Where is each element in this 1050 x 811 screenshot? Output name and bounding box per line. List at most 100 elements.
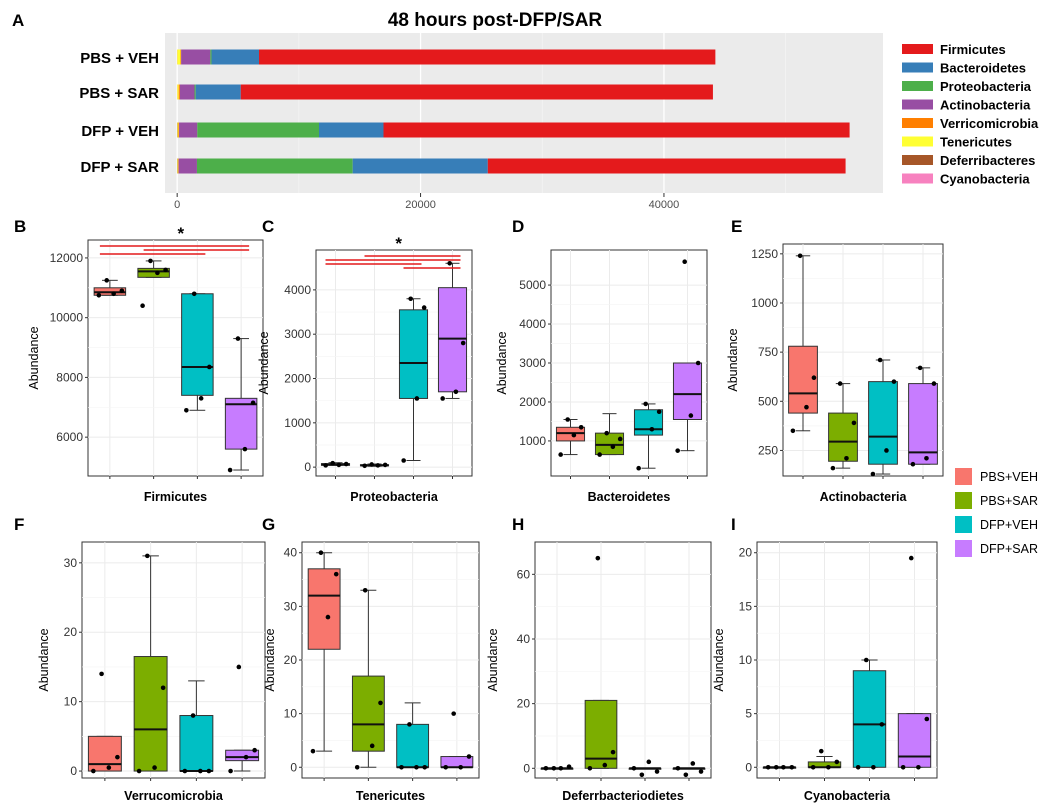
data-point xyxy=(790,428,796,434)
bar-segment-firmicutes xyxy=(487,158,846,174)
data-point xyxy=(571,432,577,438)
data-point xyxy=(578,424,584,430)
data-point xyxy=(879,722,885,727)
panel-letter: C xyxy=(262,217,274,236)
data-point xyxy=(908,555,914,561)
data-point xyxy=(155,270,160,276)
legend-swatch xyxy=(902,81,933,91)
legend-label: Bacteroidetes xyxy=(940,61,1026,76)
data-point xyxy=(323,463,328,468)
data-point xyxy=(136,768,142,774)
box-panels: 600080001000012000*BFirmicutesAbundance0… xyxy=(14,217,944,803)
bar-segment-bacteroidetes xyxy=(352,158,488,174)
bar-segment-bacteroidetes xyxy=(211,49,260,65)
data-point xyxy=(649,426,655,432)
box-panel-h: 0 20 40 60 H Deferrbacteriodietes Abundance xyxy=(486,515,712,803)
panel-letter: G xyxy=(262,515,275,534)
legend-label: Tenericutes xyxy=(940,135,1012,150)
box-panel-i: 0 5 10 15 20I Cyanobacteria Abundance xyxy=(712,515,938,803)
y-tick-label: 0 xyxy=(70,764,77,778)
data-point xyxy=(421,305,427,310)
legend-label: Firmicutes xyxy=(940,42,1006,57)
legend-swatch xyxy=(902,118,933,128)
data-point xyxy=(595,555,601,561)
data-point xyxy=(558,452,563,457)
data-point xyxy=(111,291,116,297)
y-tick-label: 750 xyxy=(758,345,778,359)
data-point xyxy=(228,768,233,774)
plot-area xyxy=(534,541,712,779)
y-tick-label: 5000 xyxy=(519,278,546,292)
box-dfp-sar xyxy=(908,383,938,465)
group-legend-swatch xyxy=(955,516,972,533)
data-point xyxy=(910,461,916,467)
data-point xyxy=(343,461,349,467)
data-point xyxy=(631,766,637,771)
y-axis-label: Abundance xyxy=(263,628,277,691)
bar-segment-verricomicrobia xyxy=(178,122,180,138)
data-point xyxy=(565,417,570,422)
data-point xyxy=(443,764,449,770)
legend-swatch xyxy=(902,44,933,54)
x-tick-label: 40000 xyxy=(649,199,680,211)
y-tick-label: 40 xyxy=(284,546,298,560)
y-tick-label: 4000 xyxy=(519,317,546,331)
bar-segment-actinobacteria xyxy=(179,84,195,100)
x-axis-label: Firmicutes xyxy=(144,490,207,504)
data-point xyxy=(447,260,452,266)
data-point xyxy=(551,766,557,771)
group-legend-label: DFP+VEH xyxy=(980,518,1038,532)
data-point xyxy=(422,764,428,770)
data-point xyxy=(96,292,102,298)
bar-segment-actinobacteria xyxy=(179,122,198,138)
box-dfp-veh xyxy=(852,670,887,768)
box-dfp-sar xyxy=(897,713,932,768)
category-label: DFP + VEH xyxy=(81,123,159,140)
data-point xyxy=(354,764,360,770)
data-point xyxy=(870,471,876,477)
group-legend-swatch xyxy=(955,492,972,509)
data-point xyxy=(414,764,419,770)
data-point xyxy=(160,685,166,691)
bar-segment-proteobacteria xyxy=(194,84,196,100)
data-point xyxy=(191,291,197,297)
data-point xyxy=(378,700,383,706)
data-point xyxy=(362,463,367,469)
bar-segment-actinobacteria xyxy=(181,49,211,65)
y-tick-label: 6000 xyxy=(56,430,83,444)
data-point xyxy=(863,657,869,663)
bar-segment-proteobacteria xyxy=(210,49,212,65)
data-point xyxy=(163,267,168,273)
data-point xyxy=(810,764,816,770)
box-dfp-sar xyxy=(224,397,258,450)
y-tick-label: 40 xyxy=(517,632,531,646)
panel-letter: I xyxy=(731,515,736,534)
data-point xyxy=(834,759,840,765)
group-legend-swatch xyxy=(955,540,972,557)
y-axis-label: Abundance xyxy=(486,628,500,691)
x-axis-label: Cyanobacteria xyxy=(804,789,891,803)
x-axis-label: Deferrbacteriodietes xyxy=(562,789,684,803)
data-point xyxy=(682,259,687,264)
y-axis-label: Abundance xyxy=(712,628,726,691)
y-tick-label: 30 xyxy=(64,556,78,570)
y-tick-label: 12000 xyxy=(50,251,84,265)
data-point xyxy=(924,456,929,461)
x-axis-label: Proteobacteria xyxy=(350,490,439,504)
legend-label: Verricomicrobia xyxy=(940,116,1039,131)
data-point xyxy=(891,379,897,384)
y-tick-label: 20 xyxy=(64,625,78,639)
data-point xyxy=(789,764,795,770)
data-point xyxy=(851,420,857,426)
box-panel-b: 6000 8000 10000 12000 * B Firmicutes Abundance xyxy=(14,217,264,504)
data-point xyxy=(243,754,249,760)
data-point xyxy=(781,764,786,770)
data-point xyxy=(818,748,824,754)
y-tick-label: 10 xyxy=(64,695,78,709)
data-point xyxy=(602,762,608,768)
significance-star: * xyxy=(177,224,184,243)
y-tick-label: 10 xyxy=(739,653,753,667)
data-point xyxy=(877,357,883,363)
bar-segment-proteobacteria xyxy=(197,122,320,138)
